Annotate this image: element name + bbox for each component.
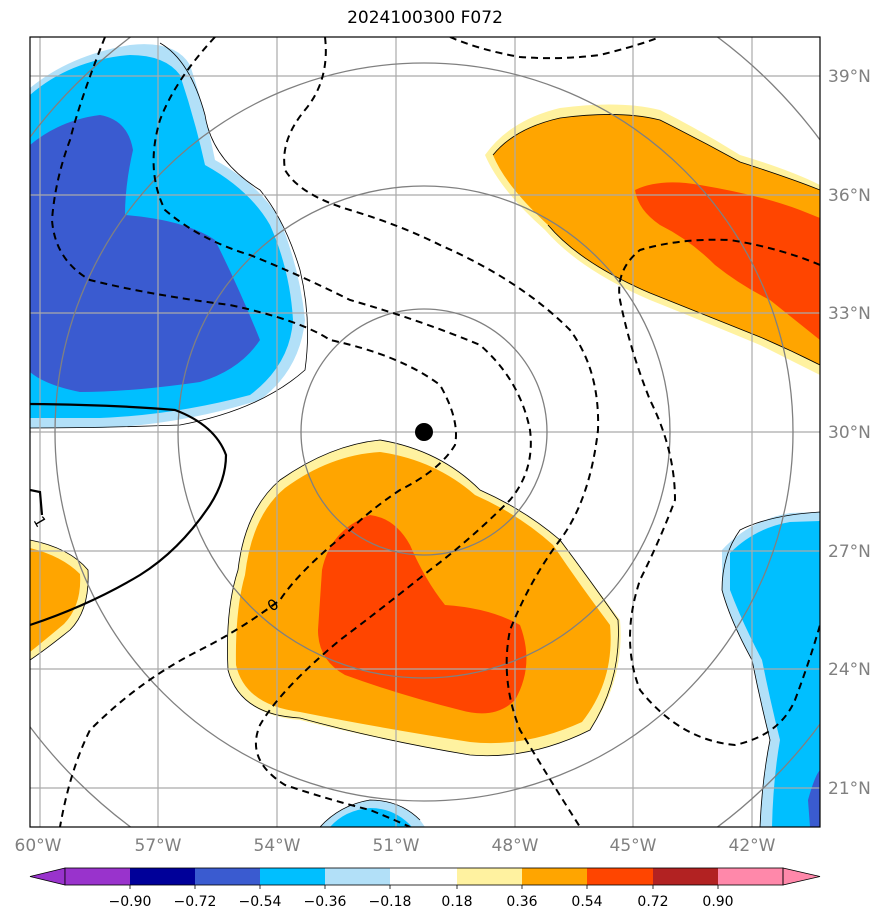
- colorbar-tick-label: 0.54: [571, 894, 602, 910]
- lon-label: 45°W: [610, 836, 657, 856]
- lat-label: 39°N: [828, 67, 871, 87]
- positive-anomaly-west-orange: [30, 548, 81, 652]
- negative-anomaly-dark: [30, 115, 260, 392]
- lon-label: 60°W: [15, 836, 62, 856]
- colorbar-tick-label: −0.18: [369, 894, 412, 910]
- lon-label: 42°W: [729, 836, 776, 856]
- lat-label: 24°N: [828, 660, 871, 680]
- lat-label: 33°N: [828, 304, 871, 324]
- colorbar-tick-label: −0.90: [109, 894, 152, 910]
- map-frame: [29, 36, 821, 828]
- map-title: 2024100300 F072: [347, 8, 503, 28]
- colorbar-tick-label: 0.36: [506, 894, 537, 910]
- lat-label: 30°N: [828, 423, 871, 443]
- colorbar-tick-label: 0.72: [637, 894, 668, 910]
- positive-anomaly-ne-red: [635, 182, 820, 340]
- colorbar-min-extend: [29, 867, 66, 886]
- positive-anomaly-red: [318, 515, 527, 714]
- colorbar: −0.90 −0.72 −0.54 −0.36 −0.18 0.18 0.36 …: [29, 867, 821, 910]
- solid-contour: [30, 402, 228, 627]
- negative-anomaly-se-dark: [808, 770, 820, 827]
- colorbar-tick-label: 0.18: [441, 894, 472, 910]
- colorbar-tick-label: −0.36: [304, 894, 347, 910]
- lon-label: 54°W: [254, 836, 301, 856]
- colorbar-tick-label: −0.72: [174, 894, 217, 910]
- colorbar-max-extend: [782, 867, 821, 886]
- negative-anomaly-south-blue: [330, 808, 412, 827]
- lat-label: 27°N: [828, 542, 871, 562]
- graticule: [30, 37, 820, 827]
- dashed-contours: [50, 37, 820, 827]
- lon-label: 51°W: [373, 836, 420, 856]
- lat-label: 21°N: [828, 779, 871, 799]
- colorbar-tick-label: 0.90: [702, 894, 733, 910]
- lon-label: 57°W: [135, 836, 182, 856]
- lon-label: 48°W: [492, 836, 539, 856]
- latitude-axis: 39°N 36°N 33°N 30°N 27°N 24°N 21°N: [828, 67, 871, 799]
- storm-center-marker: [415, 423, 433, 441]
- lat-label: 36°N: [828, 186, 871, 206]
- colorbar-tick-label: −0.54: [239, 894, 282, 910]
- shaded-field-layer: [30, 42, 820, 827]
- longitude-axis: 60°W 57°W 54°W 51°W 48°W 45°W 42°W: [15, 836, 776, 856]
- positive-anomaly-ne-orange: [493, 114, 820, 365]
- negative-anomaly-se-blue: [730, 521, 820, 827]
